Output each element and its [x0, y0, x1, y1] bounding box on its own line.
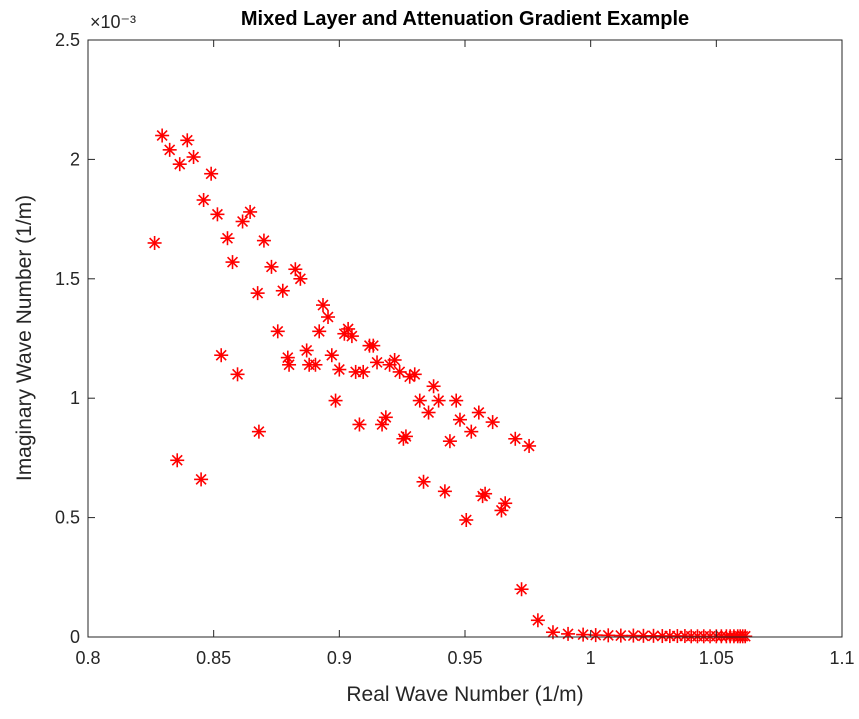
y-axis-title: Imaginary Wave Number (1/m) — [13, 195, 36, 481]
data-point — [471, 405, 486, 420]
data-point — [494, 503, 509, 518]
data-point — [498, 496, 513, 511]
data-point — [293, 271, 308, 286]
data-point — [235, 214, 250, 229]
data-point — [315, 298, 330, 313]
data-point — [196, 192, 211, 207]
x-tick-label: 0.85 — [196, 648, 231, 668]
data-point — [225, 255, 240, 270]
data-point — [508, 431, 523, 446]
data-point — [452, 412, 467, 427]
data-point — [162, 142, 177, 157]
x-axis-title: Real Wave Number (1/m) — [346, 683, 583, 706]
data-point — [485, 415, 500, 430]
data-point — [738, 629, 753, 644]
data-point — [220, 231, 235, 246]
data-point — [172, 157, 187, 172]
x-tick-label: 0.8 — [75, 648, 100, 668]
data-point — [282, 357, 297, 372]
data-point — [250, 286, 265, 301]
data-point — [170, 453, 185, 468]
data-point — [299, 343, 314, 358]
data-point — [601, 628, 616, 643]
data-point — [392, 364, 407, 379]
data-point — [421, 405, 436, 420]
data-point — [264, 259, 279, 274]
data-point — [437, 484, 452, 499]
data-point — [352, 417, 367, 432]
data-point — [478, 486, 493, 501]
data-point — [370, 355, 385, 370]
data-point — [328, 393, 343, 408]
data-point — [449, 393, 464, 408]
data-point — [275, 283, 290, 298]
data-point — [431, 393, 446, 408]
data-point — [522, 438, 537, 453]
x-tick-label: 1.05 — [699, 648, 734, 668]
data-point — [194, 472, 209, 487]
data-point — [407, 367, 422, 382]
data-point — [375, 417, 390, 432]
data-points — [147, 128, 753, 644]
data-point — [308, 357, 323, 372]
x-tick-label: 0.9 — [327, 648, 352, 668]
tick-labels: 0.8 0.85 0.9 0.95 1 1.05 1.1 0 0.5 1 1.5 2 2.5 — [55, 30, 855, 668]
data-point — [155, 128, 170, 143]
data-point — [256, 233, 271, 248]
data-point — [464, 424, 479, 439]
data-point — [613, 628, 628, 643]
y-tick-label: 0.5 — [55, 508, 80, 528]
data-point — [180, 133, 195, 148]
data-point — [204, 166, 219, 181]
chart-title: Mixed Layer and Attenuation Gradient Exa… — [241, 8, 689, 30]
data-point — [230, 367, 245, 382]
data-point — [398, 429, 413, 444]
data-point — [412, 393, 427, 408]
data-point — [514, 582, 529, 597]
y-tick-label: 1 — [70, 388, 80, 408]
data-point — [576, 627, 591, 642]
data-point — [530, 613, 545, 628]
plot-area — [88, 40, 842, 637]
data-point — [324, 348, 339, 363]
data-point — [243, 204, 258, 219]
data-point — [214, 348, 229, 363]
x-tick-label: 0.95 — [447, 648, 482, 668]
y-tick-label: 1.5 — [55, 269, 80, 289]
data-point — [270, 324, 285, 339]
x-tick-label: 1.1 — [829, 648, 854, 668]
tick-marks — [87, 39, 843, 638]
data-point — [147, 235, 162, 250]
data-point — [344, 329, 359, 344]
data-point — [186, 150, 201, 165]
data-point — [251, 424, 266, 439]
y-axis-exponent-label: ×10⁻³ — [90, 12, 136, 32]
data-point — [210, 207, 225, 222]
y-tick-label: 2 — [70, 149, 80, 169]
data-point — [378, 410, 393, 425]
data-point — [442, 434, 457, 449]
data-point — [426, 379, 441, 394]
y-tick-label: 2.5 — [55, 30, 80, 50]
data-point — [321, 310, 336, 325]
data-point — [332, 362, 347, 377]
x-tick-label: 1 — [586, 648, 596, 668]
data-point — [416, 474, 431, 489]
data-point — [288, 262, 303, 277]
data-point — [387, 352, 402, 367]
data-point — [356, 364, 371, 379]
y-tick-label: 0 — [70, 627, 80, 647]
data-point — [312, 324, 327, 339]
data-point — [341, 321, 356, 336]
data-point — [366, 338, 381, 353]
data-point — [459, 512, 474, 527]
data-point — [561, 626, 576, 641]
